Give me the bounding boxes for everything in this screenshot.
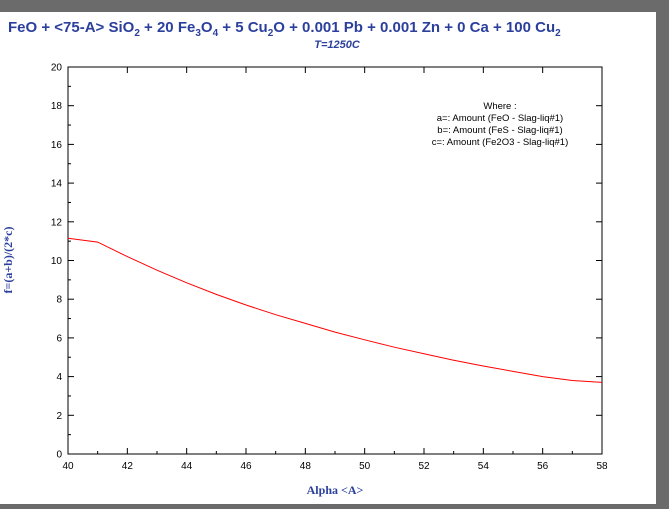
chart-title-part: 2 bbox=[134, 28, 140, 39]
x-tick-label: 50 bbox=[359, 461, 371, 472]
x-axis: 40 42 44 46 48 50 52 54 56 58 bbox=[62, 67, 608, 472]
y-tick-label: 4 bbox=[56, 372, 62, 383]
y-tick-label: 12 bbox=[51, 217, 63, 228]
x-tick-label: 44 bbox=[181, 461, 193, 472]
legend-line: a=: Amount (FeO - Slag-liq#1) bbox=[437, 113, 563, 124]
chart-svg: FeO + <75-A> SiO2 + 20 Fe3O4 + 5 Cu2O + … bbox=[1, 19, 608, 497]
y-tick-label: 18 bbox=[51, 101, 63, 112]
x-tick-label: 40 bbox=[62, 461, 74, 472]
y-tick-label: 6 bbox=[56, 333, 62, 344]
y-tick-label: 10 bbox=[51, 256, 63, 267]
plot-panel: FeO + <75-A> SiO2 + 20 Fe3O4 + 5 Cu2O + … bbox=[0, 12, 656, 504]
chart-title-part: 2 bbox=[555, 28, 561, 39]
y-axis: 0 2 4 6 8 10 12 14 16 18 20 bbox=[51, 63, 602, 461]
x-tick-label: 58 bbox=[596, 461, 608, 472]
chart-title-part: 3 bbox=[195, 28, 201, 39]
y-axis-label: f=(a+b)/(2*c) bbox=[1, 227, 15, 294]
chart-title-part: + 20 Fe bbox=[140, 19, 195, 36]
x-tick-label: 48 bbox=[300, 461, 312, 472]
y-tick-label: 8 bbox=[56, 295, 62, 306]
x-tick-label: 42 bbox=[122, 461, 134, 472]
chart-title-part: 4 bbox=[213, 28, 219, 39]
legend-line: c=: Amount (Fe2O3 - Slag-liq#1) bbox=[432, 137, 569, 148]
y-tick-label: 16 bbox=[51, 140, 63, 151]
chart-title-part: O + 0.001 Pb + 0.001 Zn + 0 Ca + 100 Cu bbox=[273, 19, 555, 36]
chart-subtitle: T=1250C bbox=[314, 39, 361, 51]
series-line bbox=[67, 237, 603, 383]
chart-title-part: FeO + <75-A> SiO bbox=[8, 19, 135, 36]
chart-title-part: 2 bbox=[268, 28, 274, 39]
x-tick-label: 46 bbox=[240, 461, 252, 472]
legend: Where :a=: Amount (FeO - Slag-liq#1)b=: … bbox=[432, 101, 569, 148]
y-tick-label: 14 bbox=[51, 179, 63, 190]
x-tick-label: 56 bbox=[537, 461, 549, 472]
y-tick-label: 0 bbox=[56, 450, 62, 461]
legend-line: b=: Amount (FeS - Slag-liq#1) bbox=[437, 125, 562, 136]
x-tick-label: 52 bbox=[418, 461, 430, 472]
chart-title-part: O bbox=[201, 19, 213, 36]
chart-title: FeO + <75-A> SiO2 + 20 Fe3O4 + 5 Cu2O + … bbox=[8, 19, 561, 39]
chart-title-part: + 5 Cu bbox=[218, 19, 268, 36]
y-tick-label: 2 bbox=[56, 411, 62, 422]
x-axis-label: Alpha <A> bbox=[307, 483, 364, 497]
x-tick-label: 54 bbox=[478, 461, 490, 472]
legend-line: Where : bbox=[483, 101, 516, 112]
y-tick-label: 20 bbox=[51, 63, 63, 74]
